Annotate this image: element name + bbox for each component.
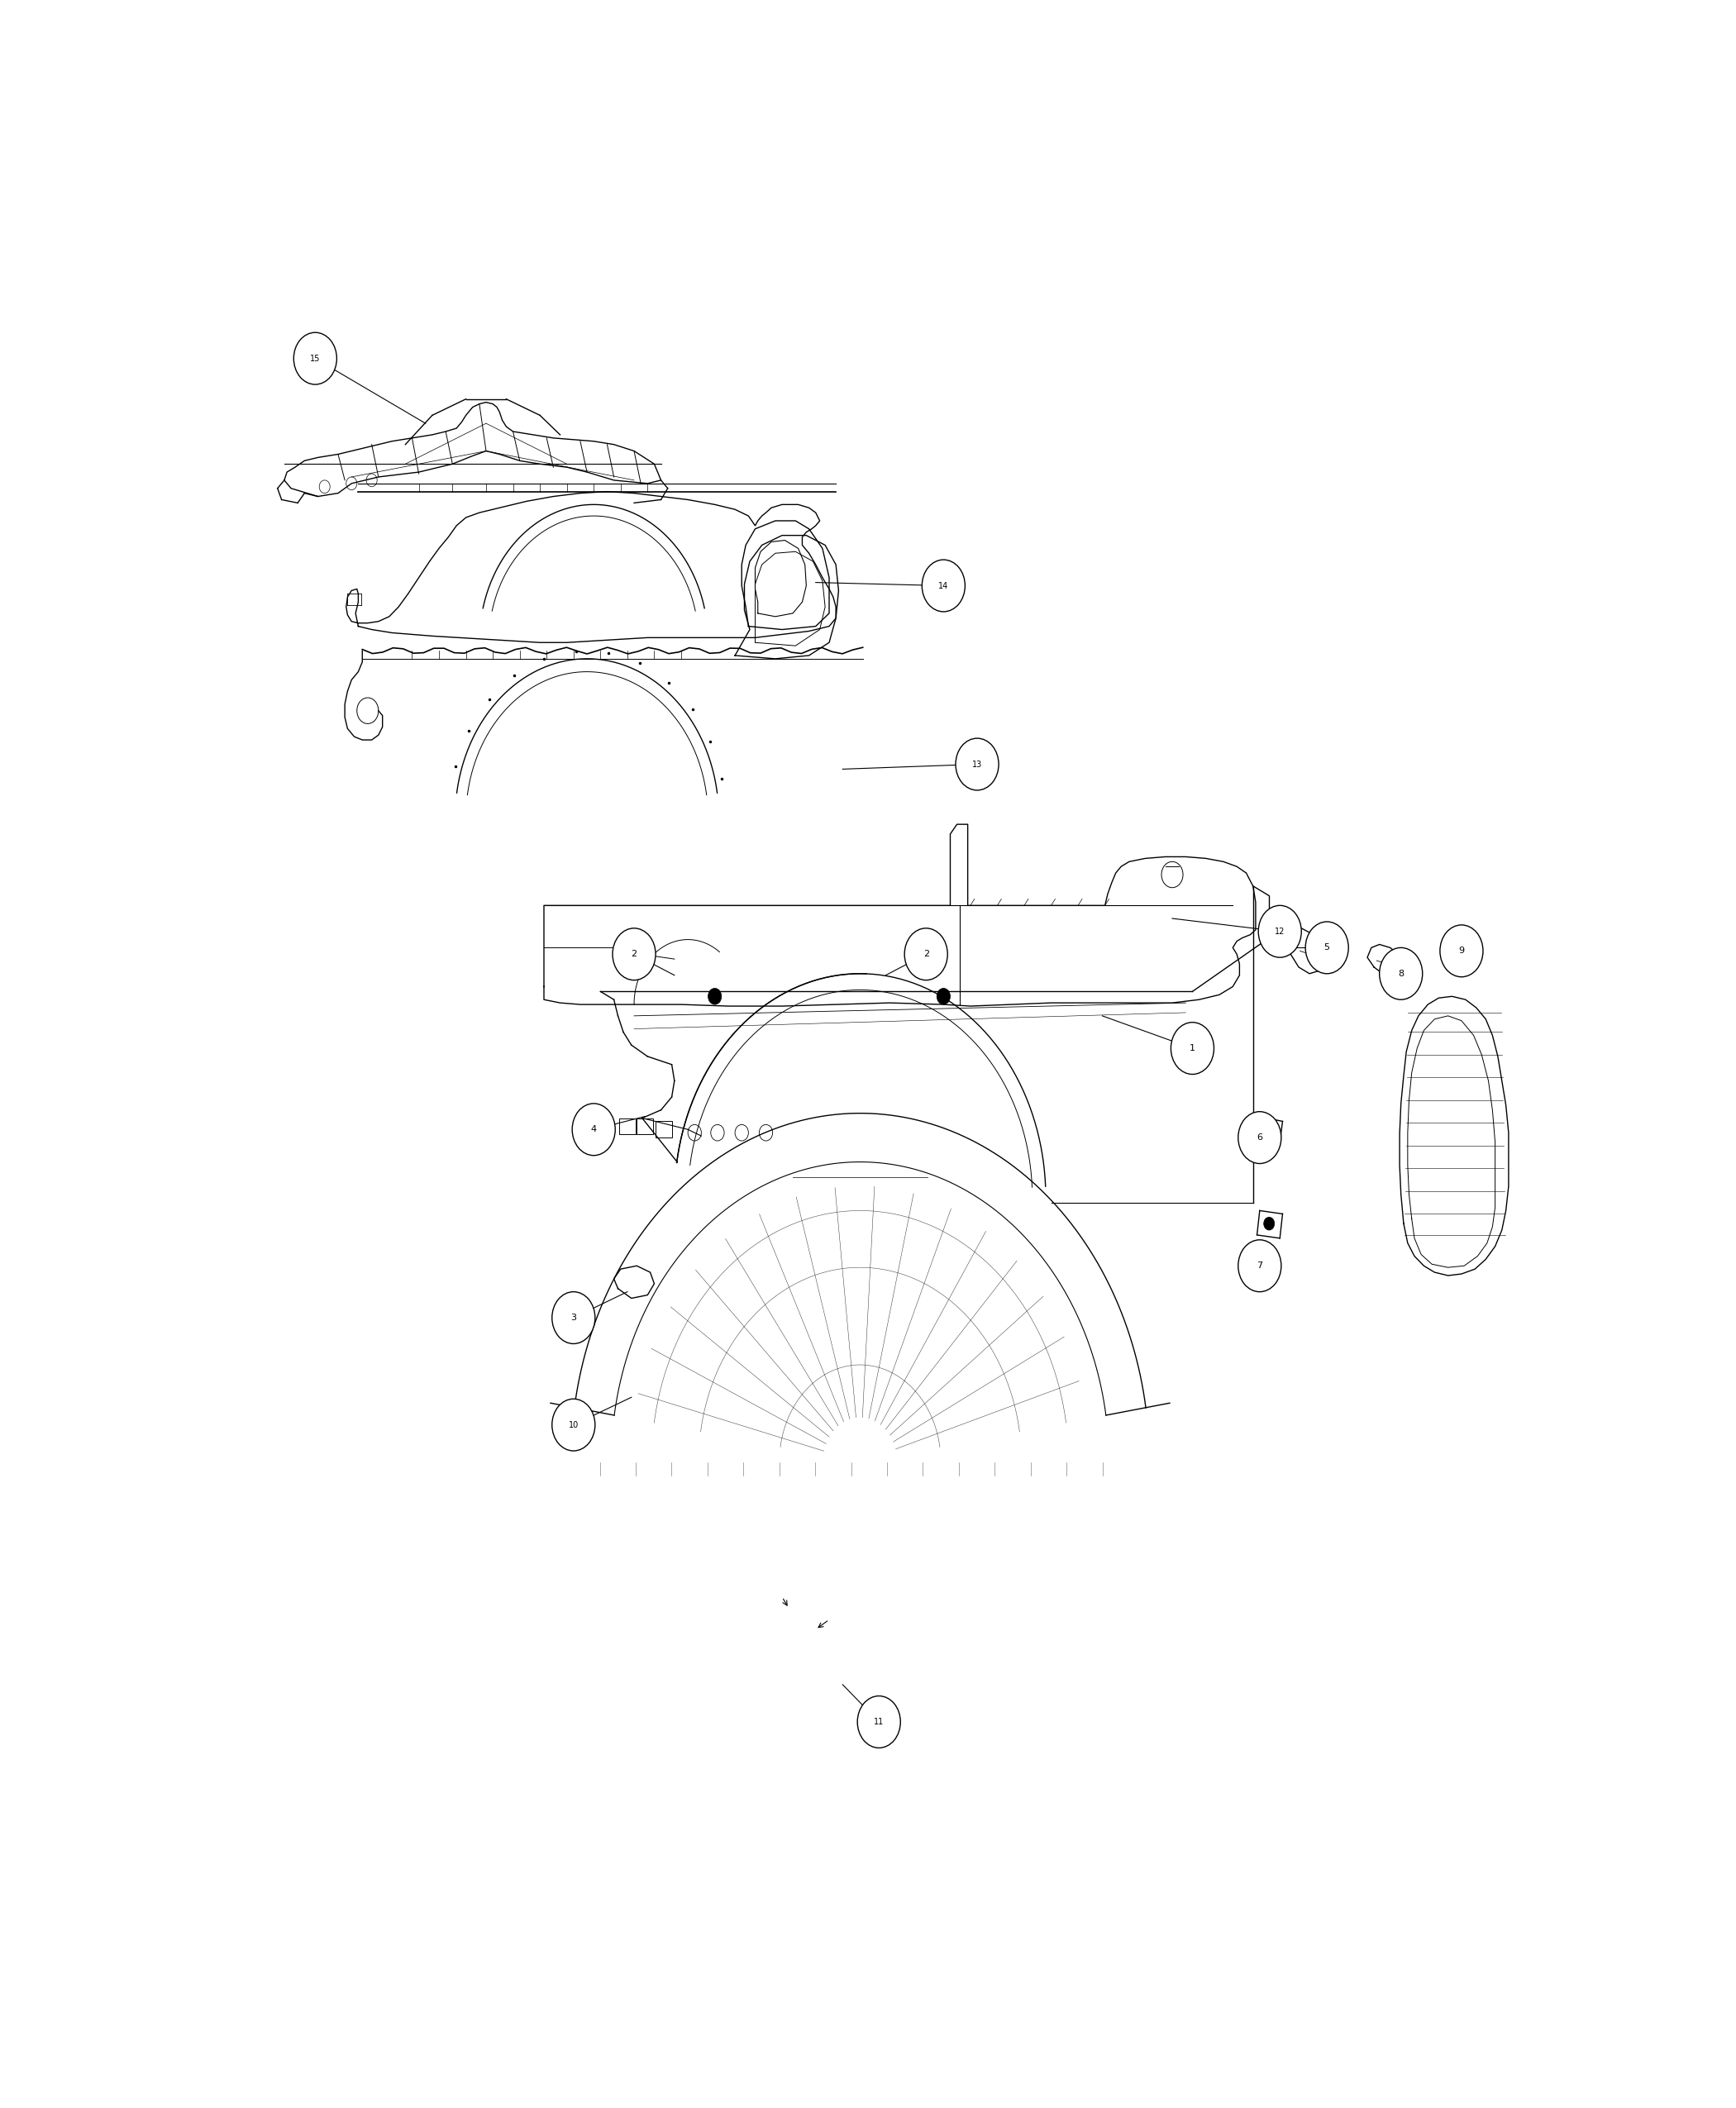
Circle shape bbox=[708, 989, 722, 1006]
Text: 7: 7 bbox=[1257, 1263, 1262, 1269]
Circle shape bbox=[922, 561, 965, 611]
Text: 9: 9 bbox=[1458, 946, 1465, 955]
Circle shape bbox=[1264, 1124, 1274, 1136]
Text: 2: 2 bbox=[924, 951, 929, 959]
Circle shape bbox=[1264, 1216, 1274, 1231]
Text: 14: 14 bbox=[939, 582, 948, 590]
Bar bbox=[656, 1121, 672, 1138]
Text: 2: 2 bbox=[632, 951, 637, 959]
Circle shape bbox=[573, 1102, 615, 1155]
Text: 13: 13 bbox=[972, 761, 983, 769]
Text: 3: 3 bbox=[571, 1313, 576, 1322]
Circle shape bbox=[904, 928, 948, 980]
Text: 11: 11 bbox=[873, 1718, 884, 1726]
Circle shape bbox=[1238, 1111, 1281, 1164]
Bar bbox=[620, 1117, 635, 1134]
Circle shape bbox=[937, 989, 950, 1006]
Text: 4: 4 bbox=[590, 1126, 597, 1134]
Circle shape bbox=[1238, 1240, 1281, 1292]
Text: 15: 15 bbox=[311, 354, 321, 363]
Circle shape bbox=[955, 738, 998, 790]
Text: 12: 12 bbox=[1274, 928, 1285, 936]
Circle shape bbox=[1305, 921, 1349, 974]
Circle shape bbox=[1170, 1022, 1213, 1075]
Circle shape bbox=[858, 1697, 901, 1748]
Circle shape bbox=[1439, 925, 1483, 976]
Text: 1: 1 bbox=[1189, 1043, 1196, 1052]
Text: 8: 8 bbox=[1397, 970, 1404, 978]
Circle shape bbox=[293, 333, 337, 384]
Bar bbox=[637, 1117, 653, 1134]
Text: 10: 10 bbox=[568, 1421, 578, 1429]
Circle shape bbox=[552, 1400, 595, 1450]
Circle shape bbox=[613, 928, 656, 980]
Circle shape bbox=[1380, 949, 1422, 999]
Text: 6: 6 bbox=[1257, 1134, 1262, 1143]
Text: 5: 5 bbox=[1325, 944, 1330, 953]
Circle shape bbox=[552, 1292, 595, 1343]
Circle shape bbox=[1259, 906, 1302, 957]
